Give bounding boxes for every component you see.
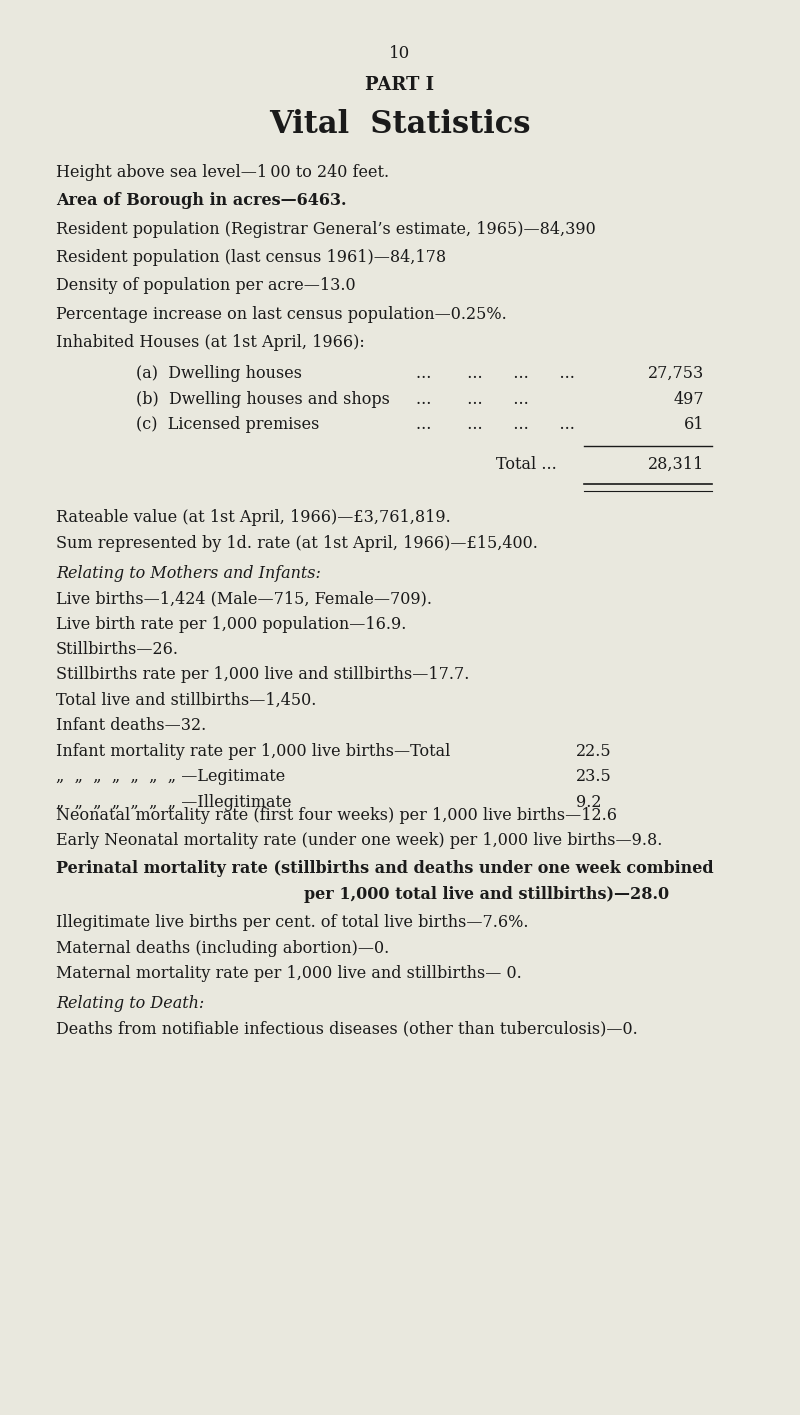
Text: Total ...: Total ... — [496, 456, 557, 473]
Text: Live birth rate per 1,000 population—16.9.: Live birth rate per 1,000 population—16.… — [56, 616, 406, 633]
Text: 10: 10 — [390, 45, 410, 62]
Text: 28,311: 28,311 — [648, 456, 704, 473]
Text: Density of population per acre—13.0: Density of population per acre—13.0 — [56, 277, 356, 294]
Text: Live births—1,424 (Male—715, Female—709).: Live births—1,424 (Male—715, Female—709)… — [56, 590, 432, 607]
Text: Resident population (last census 1961)—84,178: Resident population (last census 1961)—8… — [56, 249, 446, 266]
Text: Inhabited Houses (at 1st April, 1966):: Inhabited Houses (at 1st April, 1966): — [56, 334, 365, 351]
Text: Infant deaths—32.: Infant deaths—32. — [56, 717, 206, 734]
Text: (c)  Licensed premises: (c) Licensed premises — [136, 416, 319, 433]
Text: „  „  „  „  „  „  „ —Illegitimate: „ „ „ „ „ „ „ —Illegitimate — [56, 794, 291, 811]
Text: Maternal deaths (including abortion)—0.: Maternal deaths (including abortion)—0. — [56, 940, 390, 957]
Text: 27,753: 27,753 — [648, 365, 704, 382]
Text: ...       ...      ...      ...: ... ... ... ... — [416, 365, 575, 382]
Text: 22.5: 22.5 — [576, 743, 612, 760]
Text: „  „  „  „  „  „  „ —Legitimate: „ „ „ „ „ „ „ —Legitimate — [56, 768, 286, 785]
Text: Perinatal mortality rate (stillbirths and deaths under one week combined: Perinatal mortality rate (stillbirths an… — [56, 860, 714, 877]
Text: Early Neonatal mortality rate (under one week) per 1,000 live births—9.8.: Early Neonatal mortality rate (under one… — [56, 832, 662, 849]
Text: ...       ...      ...: ... ... ... — [416, 391, 529, 408]
Text: Height above sea level—1 00 to 240 feet.: Height above sea level—1 00 to 240 feet. — [56, 164, 389, 181]
Text: Neonatal mortality rate (first four weeks) per 1,000 live births—12.6: Neonatal mortality rate (first four week… — [56, 807, 617, 824]
Text: Vital  Statistics: Vital Statistics — [270, 109, 530, 140]
Text: Stillbirths—26.: Stillbirths—26. — [56, 641, 179, 658]
Text: Resident population (Registrar General’s estimate, 1965)—84,390: Resident population (Registrar General’s… — [56, 221, 596, 238]
Text: Stillbirths rate per 1,000 live and stillbirths—17.7.: Stillbirths rate per 1,000 live and stil… — [56, 666, 470, 683]
Text: Rateable value (at 1st April, 1966)—£3,761,819.: Rateable value (at 1st April, 1966)—£3,7… — [56, 509, 450, 526]
Text: (a)  Dwelling houses: (a) Dwelling houses — [136, 365, 302, 382]
Text: Deaths from notifiable infectious diseases (other than tuberculosis)—0.: Deaths from notifiable infectious diseas… — [56, 1020, 638, 1037]
Text: 23.5: 23.5 — [576, 768, 612, 785]
Text: 497: 497 — [674, 391, 704, 408]
Text: Relating to Death:: Relating to Death: — [56, 995, 204, 1012]
Text: 9.2: 9.2 — [576, 794, 602, 811]
Text: Total live and stillbirths—1,450.: Total live and stillbirths—1,450. — [56, 692, 316, 709]
Text: 61: 61 — [683, 416, 704, 433]
Text: Sum represented by 1d. rate (at 1st April, 1966)—£15,400.: Sum represented by 1d. rate (at 1st Apri… — [56, 535, 538, 552]
Text: (b)  Dwelling houses and shops: (b) Dwelling houses and shops — [136, 391, 390, 408]
Text: per 1,000 total live and stillbirths)—28.0: per 1,000 total live and stillbirths)—28… — [304, 886, 669, 903]
Text: PART I: PART I — [366, 76, 434, 93]
Text: Infant mortality rate per 1,000 live births—Total: Infant mortality rate per 1,000 live bir… — [56, 743, 450, 760]
Text: Relating to Mothers and Infants:: Relating to Mothers and Infants: — [56, 565, 321, 582]
Text: Illegitimate live births per cent. of total live births—7.6%.: Illegitimate live births per cent. of to… — [56, 914, 529, 931]
Text: Area of Borough in acres—6463.: Area of Borough in acres—6463. — [56, 192, 346, 209]
Text: Percentage increase on last census population—0.25%.: Percentage increase on last census popul… — [56, 306, 506, 323]
Text: Maternal mortality rate per 1,000 live and stillbirths— 0.: Maternal mortality rate per 1,000 live a… — [56, 965, 522, 982]
Text: ...       ...      ...      ...: ... ... ... ... — [416, 416, 575, 433]
